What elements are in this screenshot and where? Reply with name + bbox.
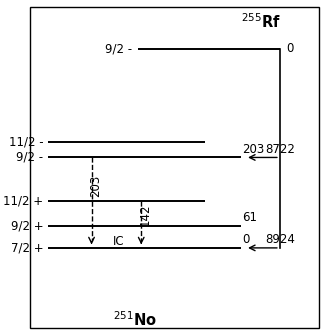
Text: 8722: 8722 xyxy=(265,143,295,156)
Text: 0: 0 xyxy=(286,42,293,55)
Text: 142: 142 xyxy=(139,203,152,226)
Text: 9/2 -: 9/2 - xyxy=(16,151,43,164)
Text: 7/2 +: 7/2 + xyxy=(11,242,43,254)
Text: 61: 61 xyxy=(242,211,257,224)
Text: 9/2 -: 9/2 - xyxy=(105,42,132,55)
Text: 9/2 +: 9/2 + xyxy=(11,220,43,232)
Text: 203: 203 xyxy=(242,143,265,156)
Text: 11/2 +: 11/2 + xyxy=(3,195,43,207)
Text: $^{255}$$\bf{Rf}$: $^{255}$$\bf{Rf}$ xyxy=(240,12,280,31)
Text: 203: 203 xyxy=(89,175,102,197)
Text: $^{251}$$\bf{No}$: $^{251}$$\bf{No}$ xyxy=(113,311,157,329)
Text: 8924: 8924 xyxy=(265,233,295,246)
Text: IC: IC xyxy=(113,236,124,248)
Text: 11/2 -: 11/2 - xyxy=(9,136,43,149)
Text: 0: 0 xyxy=(242,233,250,246)
